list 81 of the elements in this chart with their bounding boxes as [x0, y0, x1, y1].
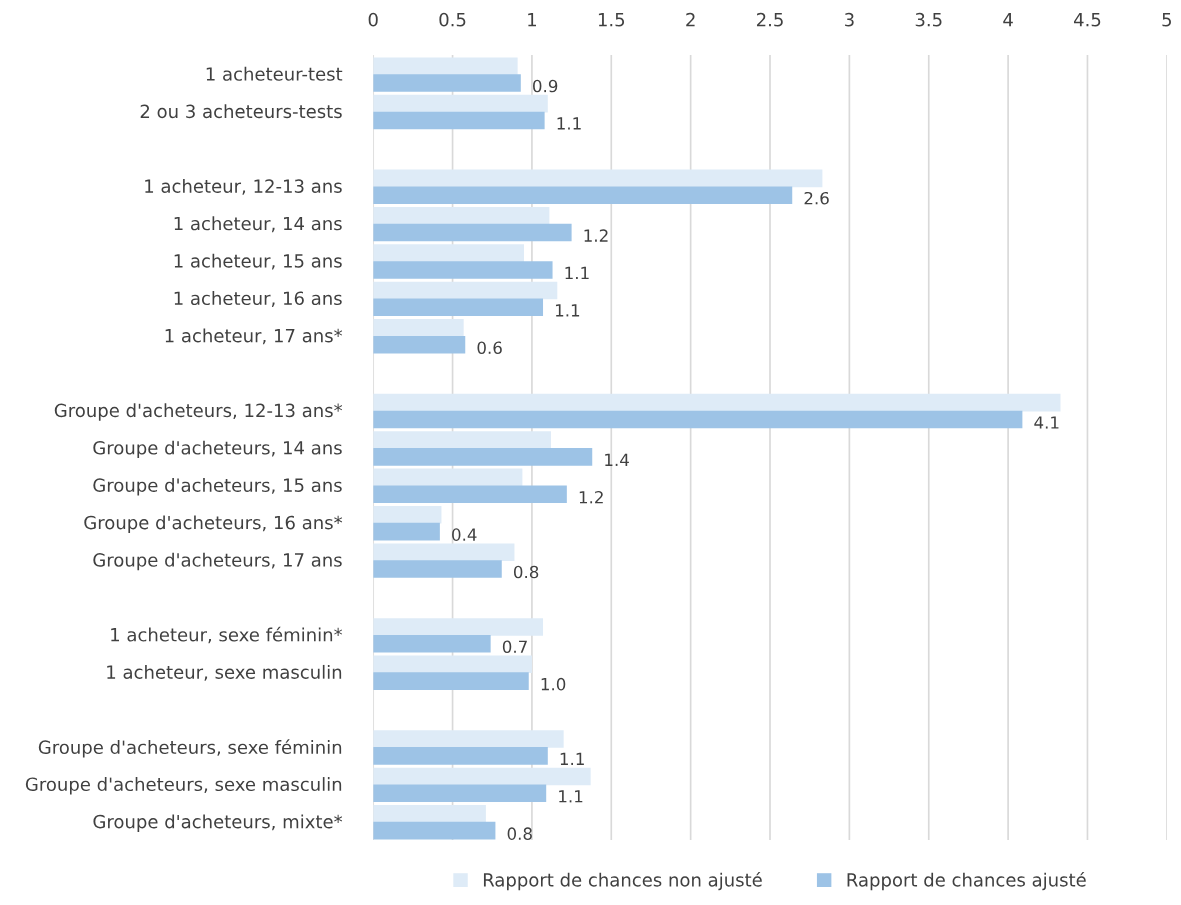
x-tick-label: 1 — [528, 13, 536, 27]
y-tick-label: 1 acheteur, 17 ans* — [165, 328, 343, 345]
y-tick-label: Groupe d'acheteurs, 12-13 ans* — [54, 403, 343, 421]
bar — [373, 57, 518, 75]
bar — [373, 543, 515, 561]
data-label: 1.1 — [555, 304, 580, 317]
data-label: 1.1 — [560, 752, 584, 765]
y-tick-label: 1 acheteur, 16 ans — [174, 291, 342, 307]
bar — [373, 784, 547, 803]
y-tick-label: Groupe d'acheteurs, 15 ans — [93, 478, 342, 496]
bar — [373, 485, 567, 504]
legend-label: Rapport de chances non ajusté — [483, 871, 762, 891]
bar — [373, 319, 464, 337]
y-tick-label: 1 acheteur, 12-13 ans — [145, 178, 342, 195]
x-tick-label: 3.5 — [915, 12, 942, 27]
y-tick-label: 1 acheteur, sexe masculin — [107, 664, 342, 681]
bar — [373, 335, 466, 354]
data-label: 0.9 — [533, 79, 558, 93]
bar — [373, 560, 502, 578]
y-tick-label: Groupe d'acheteurs, 17 ans — [93, 552, 342, 571]
bar — [373, 393, 1061, 412]
y-tick-label: Groupe d'acheteurs, mixte* — [93, 814, 343, 832]
x-tick-label: 0 — [368, 12, 378, 27]
y-tick-label: Groupe d'acheteurs, sexe masculin — [25, 777, 342, 795]
data-label: 1.1 — [565, 266, 589, 280]
y-tick-label: 1 acheteur, 14 ans — [174, 216, 342, 233]
y-tick-label: 1 acheteur, 15 ans — [174, 253, 342, 270]
bar — [373, 410, 1023, 429]
bar — [373, 672, 529, 690]
bar — [373, 767, 591, 786]
y-tick-label: Groupe d'acheteurs, sexe féminin — [38, 739, 342, 758]
bar — [373, 634, 491, 653]
data-label: 0.4 — [452, 528, 477, 541]
x-tick-label: 2 — [686, 12, 695, 27]
data-label: 2.6 — [804, 191, 829, 205]
x-tick-label: 3 — [845, 12, 854, 27]
data-label: 1.1 — [557, 117, 581, 130]
data-label: 0.8 — [507, 827, 532, 840]
bar — [373, 747, 548, 765]
y-tick-label: Groupe d'acheteurs, 16 ans* — [84, 515, 343, 533]
y-tick-label: 2 ou 3 acheteurs-tests — [140, 104, 342, 119]
bar — [373, 186, 793, 204]
bar — [373, 821, 496, 840]
x-tick-label: 2.5 — [756, 12, 783, 27]
bar — [373, 94, 548, 113]
bar — [373, 244, 524, 262]
legend-label: Rapport de chances ajusté — [847, 871, 1086, 891]
bar — [373, 111, 545, 130]
bar — [373, 448, 593, 466]
bar — [373, 223, 572, 242]
x-tick-label: 1.5 — [598, 13, 625, 27]
y-tick-label: 1 acheteur-test — [206, 66, 343, 81]
bar — [373, 169, 823, 188]
bar — [373, 522, 440, 541]
data-label: 0.8 — [513, 565, 539, 579]
bar — [373, 298, 544, 317]
data-label: 1.0 — [541, 677, 566, 691]
x-tick-label: 4.5 — [1073, 13, 1101, 27]
x-tick-label: 4 — [1003, 13, 1013, 27]
bar — [373, 206, 550, 225]
data-label: 1.2 — [579, 490, 603, 504]
bar — [373, 281, 558, 300]
bar — [373, 74, 521, 92]
bar — [373, 431, 551, 449]
data-label: 0.6 — [477, 341, 502, 355]
bar — [373, 805, 486, 823]
y-tick-label: 1 acheteur, sexe féminin* — [111, 626, 343, 644]
bar — [373, 655, 532, 674]
x-tick-label: 5 — [1162, 13, 1171, 27]
bar — [373, 618, 544, 636]
data-label: 0.7 — [502, 640, 527, 654]
bar — [373, 730, 564, 748]
data-label: 1.1 — [559, 790, 583, 803]
bar — [373, 506, 442, 524]
bar — [373, 261, 553, 279]
x-tick-label: 0.5 — [439, 12, 466, 27]
bar — [373, 468, 523, 487]
y-tick-label: Groupe d'acheteurs, 14 ans — [93, 440, 342, 459]
data-label: 4.1 — [1034, 416, 1059, 429]
data-label: 1.4 — [605, 453, 629, 466]
data-label: 1.2 — [584, 229, 608, 242]
